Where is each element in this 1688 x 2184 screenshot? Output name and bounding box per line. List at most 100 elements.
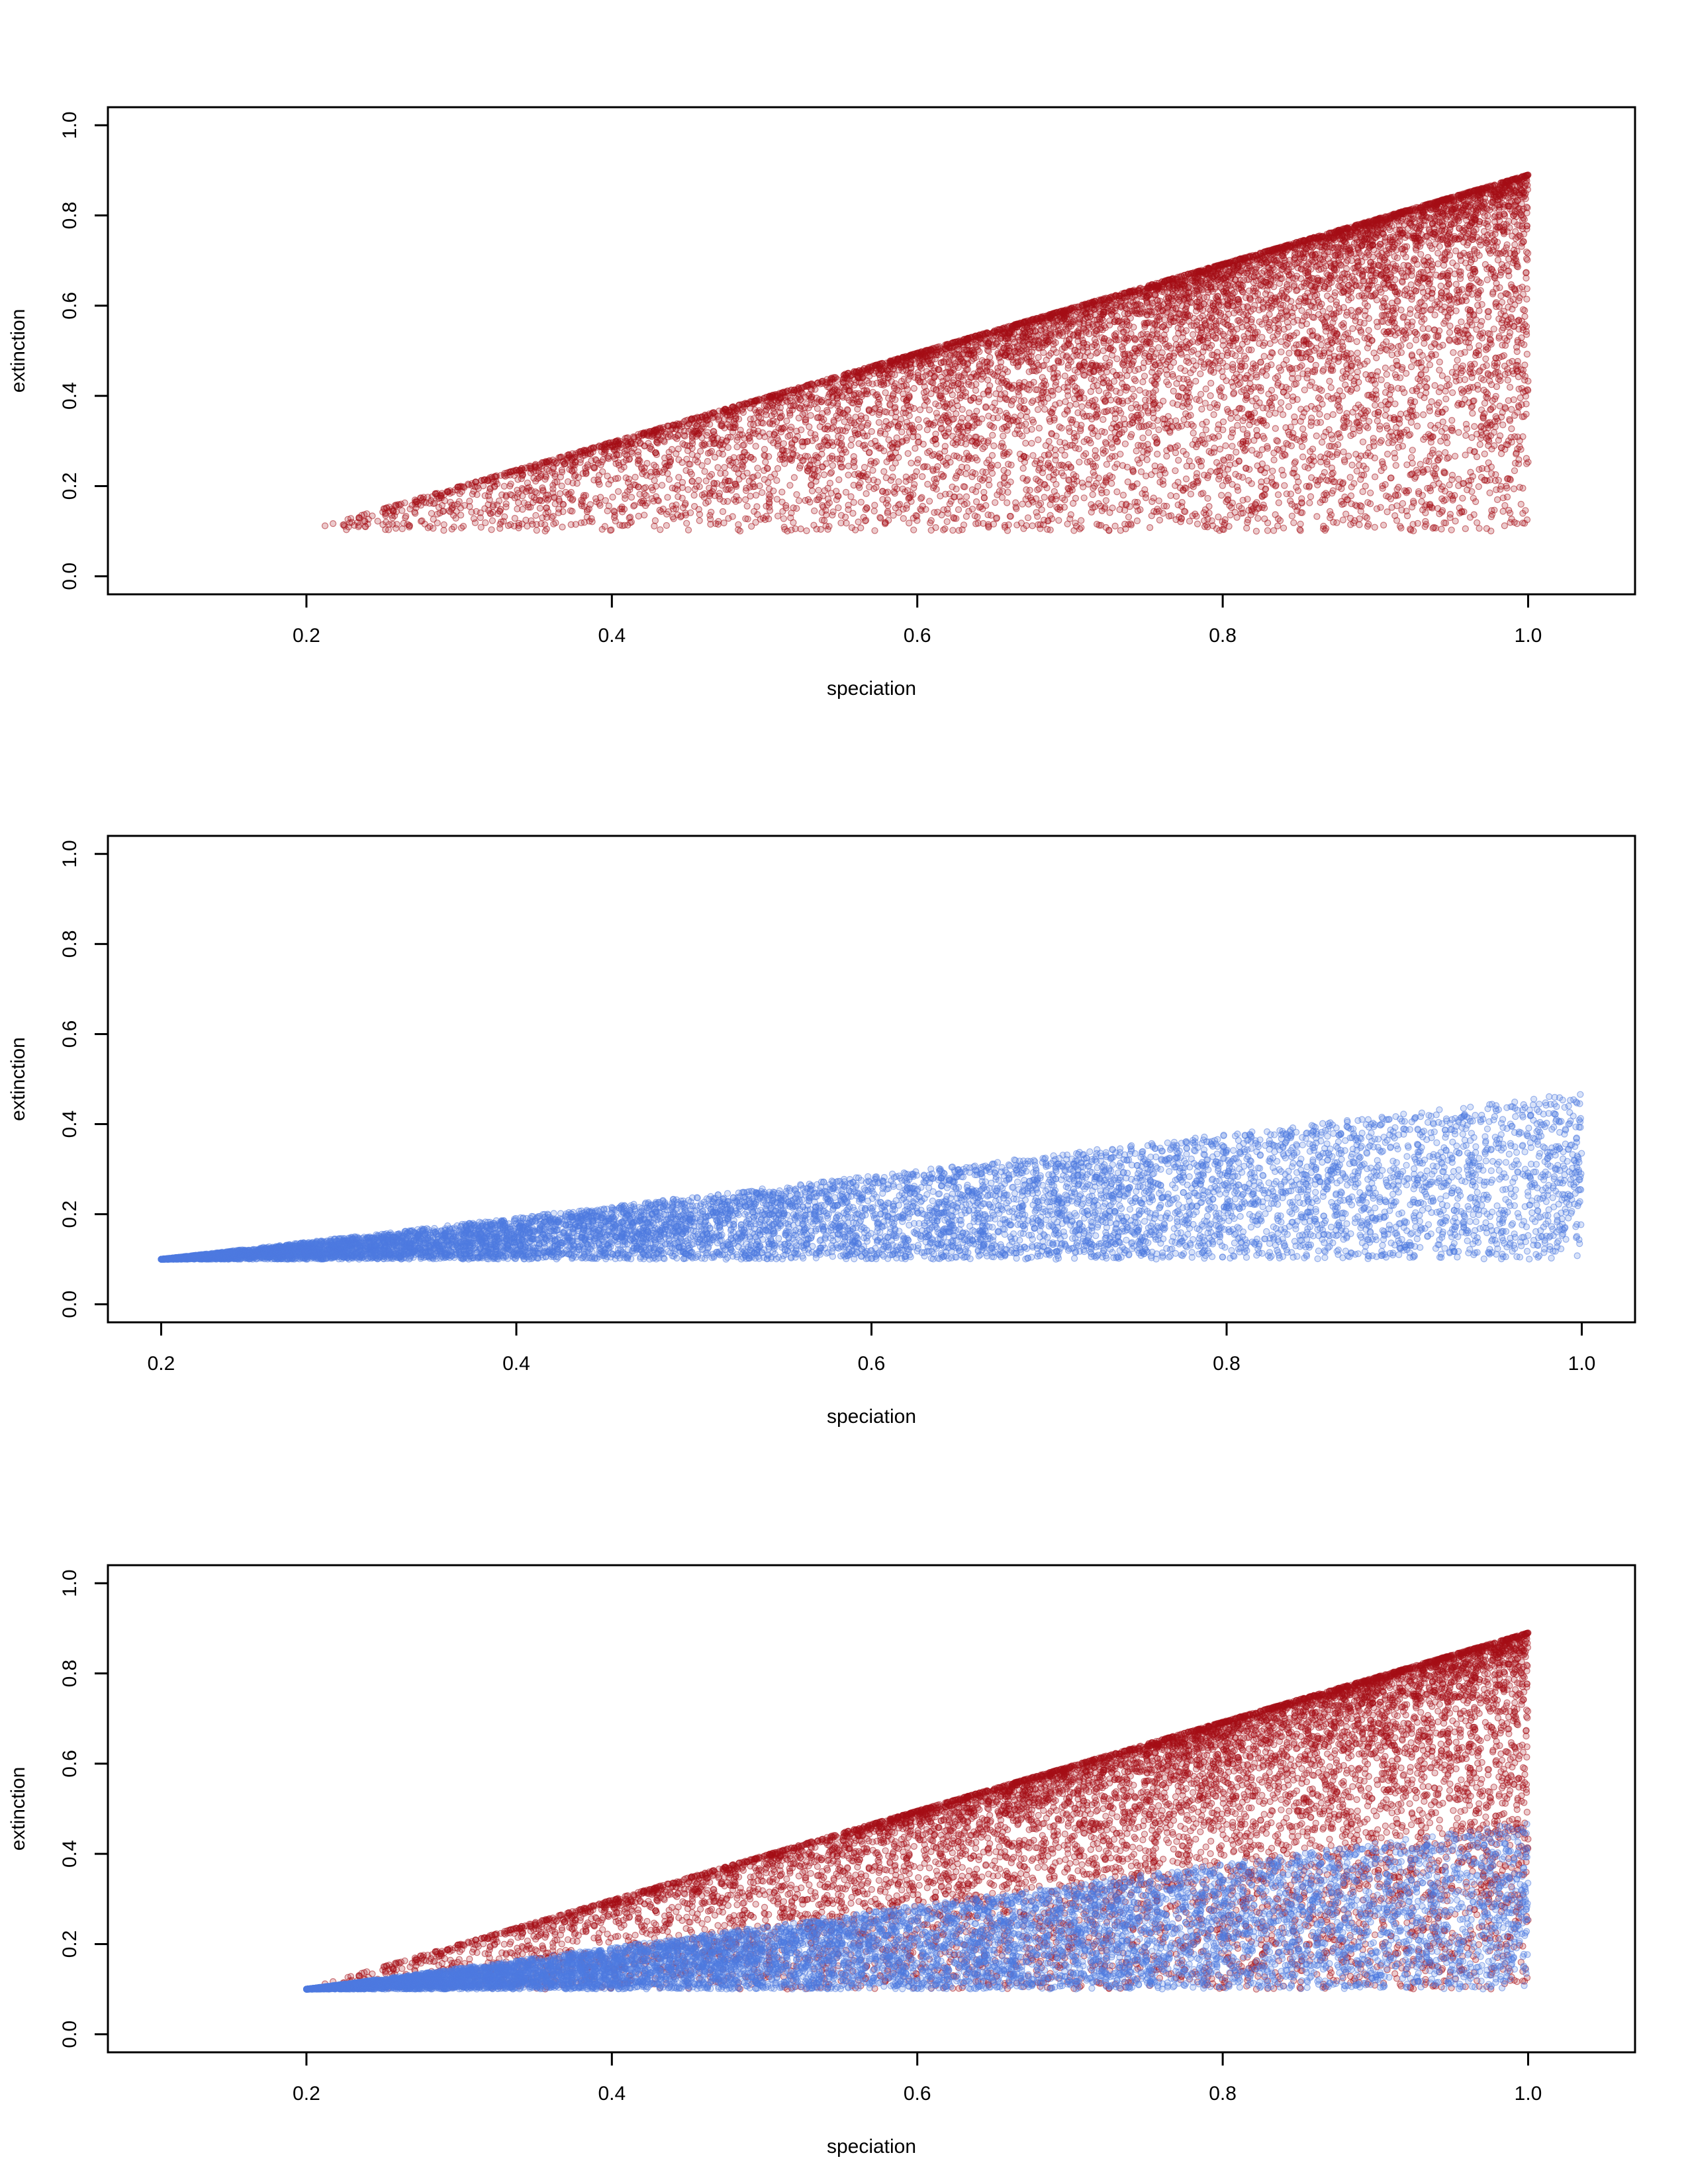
point [1073,401,1079,407]
point [808,430,814,436]
point [876,412,882,418]
point [1053,481,1059,487]
point [1448,493,1454,499]
point [1321,469,1327,475]
point [1481,451,1487,457]
point [848,442,854,448]
point [810,488,816,494]
point [1366,316,1372,322]
point [744,503,750,509]
point [1291,414,1297,420]
point [1435,261,1441,267]
point [550,486,556,492]
point [1282,482,1288,488]
point [829,463,835,469]
point [1271,527,1277,533]
series-1 [322,172,1532,534]
point [1133,448,1139,454]
point [1372,524,1378,530]
point [1514,521,1520,527]
point [1231,391,1237,397]
point [1047,527,1053,533]
point [1237,318,1243,324]
point [784,418,790,424]
point [1211,412,1217,418]
point [702,469,708,475]
point [1244,496,1250,502]
point [1380,341,1386,347]
point [753,520,759,525]
point [794,492,800,498]
point [1220,374,1226,380]
point [962,441,968,447]
point [974,499,980,505]
point [1231,310,1237,316]
point [1470,410,1476,416]
point [1438,526,1444,532]
point [1286,350,1292,356]
point [1100,416,1106,422]
point [1203,427,1209,433]
point [1516,457,1522,463]
point [798,427,804,433]
point [1491,443,1497,449]
point [785,433,791,439]
point [1129,432,1135,437]
point [851,453,857,459]
point [1366,328,1372,334]
point [1300,426,1306,432]
point [1377,348,1383,354]
point [1314,514,1320,520]
point [691,492,697,498]
point [1272,410,1278,416]
point [857,480,863,486]
point [1253,528,1259,534]
point [1219,369,1225,375]
point [467,498,473,504]
point [629,494,635,500]
point [933,410,939,416]
point [1419,313,1425,319]
point [1173,450,1179,456]
point [1203,386,1209,392]
point [1138,332,1144,338]
point [716,518,722,524]
point [1112,465,1118,471]
point [1461,509,1467,515]
point [1472,424,1477,430]
point [635,513,641,519]
point [934,476,940,482]
point [606,503,612,509]
point [1190,332,1196,338]
point [1306,483,1312,489]
point [651,462,657,468]
point [1230,384,1236,390]
point [1114,356,1120,362]
point [974,457,980,463]
point [1393,463,1399,469]
point [1194,396,1199,402]
point [692,504,698,510]
point [863,490,869,496]
point [1289,513,1295,519]
point [1174,493,1180,499]
point [1236,346,1242,352]
point [489,518,495,523]
point [1208,381,1214,387]
point [1207,392,1213,398]
point [916,424,922,430]
point [959,464,965,470]
point [1254,374,1260,380]
point [412,510,418,516]
point [1450,349,1456,355]
point [1361,320,1367,326]
point [1089,416,1095,422]
point [1078,518,1084,523]
point [780,516,786,522]
point [1512,412,1518,418]
point [1000,488,1006,494]
point [1409,388,1415,394]
point [1270,468,1276,474]
point [559,524,565,530]
point [1447,323,1453,329]
